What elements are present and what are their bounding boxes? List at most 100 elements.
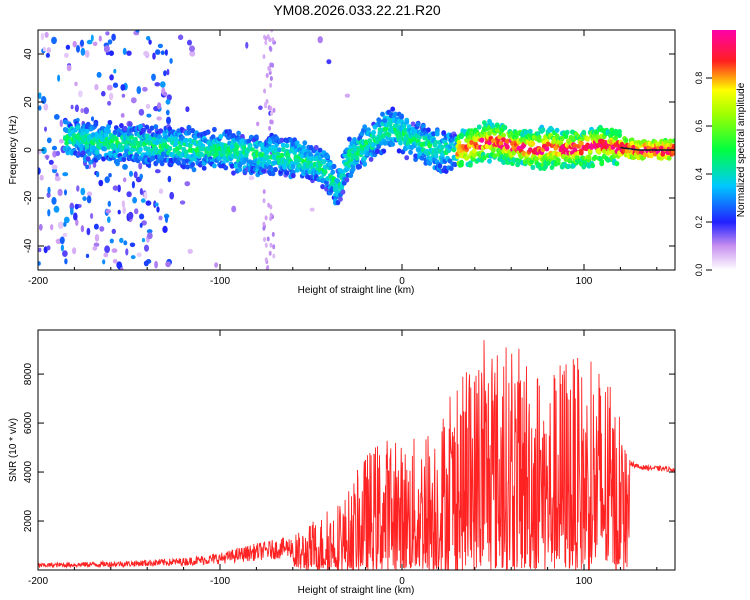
noise-cell <box>108 92 114 101</box>
noise-cell <box>90 213 94 219</box>
ridge-cell <box>106 123 111 130</box>
ridge-cell <box>487 118 492 125</box>
noise-cell <box>57 221 64 229</box>
noise-cell <box>271 231 275 237</box>
ridge-cell <box>590 163 596 169</box>
noise-cell <box>138 108 145 116</box>
noise-cell <box>103 252 109 258</box>
noise-cell <box>264 242 268 248</box>
ridge-cell <box>290 173 296 179</box>
ridge-cell <box>362 124 368 130</box>
noise-cell <box>44 126 47 132</box>
ridge-cell <box>149 125 155 131</box>
ridge-cell <box>200 146 206 152</box>
ridge-cell <box>513 133 519 139</box>
ridge-cell <box>181 164 187 170</box>
noise-cell <box>146 229 153 234</box>
ridge-cell <box>418 151 424 157</box>
noise-cell <box>231 205 237 213</box>
noise-cell <box>160 50 165 55</box>
noise-cell <box>111 228 117 234</box>
ridge-cell <box>159 161 165 167</box>
noise-cell <box>80 187 86 196</box>
noise-cell <box>99 226 105 232</box>
ridge-cell <box>144 124 150 130</box>
ridge-cell <box>419 155 425 161</box>
noise-cell <box>119 237 124 244</box>
ridge-cell <box>313 144 319 151</box>
noise-cell <box>70 104 74 110</box>
ridge-cell <box>482 155 487 161</box>
ridge-cell <box>233 163 239 169</box>
noise-cell <box>46 137 52 144</box>
noise-cell <box>38 149 42 155</box>
noise-cell <box>117 184 121 193</box>
noise-cell <box>143 191 148 200</box>
noise-cell <box>269 62 273 68</box>
noise-cell <box>148 39 152 45</box>
noise-cell <box>146 36 151 41</box>
ridge-cell <box>381 148 387 154</box>
noise-cell <box>169 191 175 200</box>
noise-cell <box>85 164 89 170</box>
ridge-cell <box>284 143 290 149</box>
x-tick-label: 0 <box>399 276 405 287</box>
noise-cell <box>156 116 162 121</box>
ridge-cell <box>250 147 255 152</box>
noise-cell <box>272 107 276 113</box>
noise-cell <box>83 107 90 115</box>
ridge-cell <box>425 141 430 146</box>
noise-cell <box>74 203 79 210</box>
noise-cell <box>50 224 54 231</box>
ridge-cell <box>501 132 506 138</box>
ridge-cell <box>596 147 602 154</box>
colorbar-gradient <box>712 30 736 270</box>
noise-cell <box>92 246 98 251</box>
noise-cell <box>39 174 44 181</box>
ridge-cell <box>107 119 113 126</box>
ridge-cell <box>357 164 362 170</box>
ridge-cell <box>102 146 108 152</box>
noise-cell <box>256 121 260 127</box>
noise-cell <box>177 34 184 41</box>
noise-cell <box>38 92 42 100</box>
noise-cell <box>266 265 270 270</box>
colorbar-ticks: 0.0 0.2 0.4 0.6 0.8 <box>694 72 712 276</box>
noise-cell <box>129 242 136 248</box>
noise-cell <box>326 59 332 65</box>
ridge-cell <box>158 128 164 134</box>
noise-cell <box>38 223 43 231</box>
noise-cell <box>164 49 168 56</box>
noise-cell <box>51 164 58 170</box>
ridge-cell <box>266 159 272 165</box>
ridge-cell <box>231 133 236 139</box>
noise-cell <box>163 91 168 97</box>
colorbar-tick-label: 0.2 <box>694 216 704 229</box>
noise-cell <box>57 74 61 82</box>
noise-cell <box>45 155 49 161</box>
ridge-cell <box>101 156 106 162</box>
ridge-cell <box>240 133 245 140</box>
noise-cell <box>152 52 156 60</box>
noise-cell <box>111 33 116 41</box>
ridge-cell <box>261 168 267 174</box>
ridge-cell <box>389 126 394 130</box>
ridge-cell <box>559 135 565 142</box>
ridge-cell <box>471 152 477 158</box>
ridge-cell <box>181 158 187 164</box>
noise-cell <box>105 31 110 36</box>
ridge-cell <box>554 127 560 133</box>
ridge-cell <box>427 143 433 149</box>
noise-cell <box>38 167 41 175</box>
noise-cell <box>268 45 272 51</box>
ridge-cell <box>599 161 605 167</box>
ridge-cell <box>112 129 118 135</box>
ridge-cell <box>159 155 165 161</box>
ridge-cell <box>205 129 211 135</box>
noise-cell <box>125 248 129 256</box>
noise-cell <box>264 36 268 42</box>
ridge-cell <box>276 147 282 153</box>
ridge-cell <box>119 123 124 129</box>
noise-cell <box>264 101 267 107</box>
